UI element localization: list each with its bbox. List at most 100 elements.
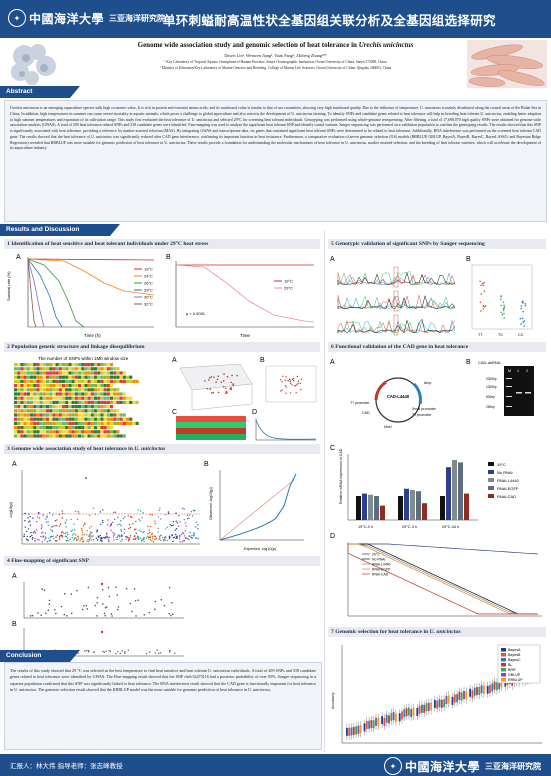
snp-density-cell — [30, 392, 34, 396]
snp-density-cell — [14, 363, 18, 367]
manhattan-point — [46, 515, 48, 517]
snp-density-cell — [71, 426, 75, 430]
snp-density-cell — [119, 392, 123, 396]
snp-density-cell — [87, 405, 91, 409]
manhattan-point — [139, 520, 141, 522]
manhattan-point — [104, 537, 106, 539]
snp-density-cell — [46, 375, 50, 379]
snp-density-cell — [39, 375, 43, 379]
snp-density-cell — [62, 409, 66, 413]
snp-density-cell — [33, 392, 37, 396]
manhattan-point — [88, 533, 91, 536]
boxplot-box — [480, 685, 483, 694]
snp-density-cell — [20, 417, 24, 421]
manhattan-point — [111, 521, 114, 524]
snp-density-cell — [26, 367, 30, 371]
manhattan-point — [137, 509, 139, 511]
snp-density-cell — [30, 367, 34, 371]
manhattan-point — [181, 507, 184, 509]
snp-density-cell — [110, 384, 114, 388]
snp-density-cell — [81, 426, 85, 430]
manhattan-point — [45, 537, 47, 540]
snp-density-cell — [17, 396, 21, 400]
snp-density-cell — [78, 430, 82, 434]
manhattan-point — [29, 520, 31, 522]
manhattan-point — [52, 535, 54, 537]
snp-density-cell — [100, 396, 104, 400]
pca-point — [232, 383, 234, 385]
legend-label: GBLUP — [508, 673, 521, 677]
manhattan-point — [197, 537, 199, 540]
snp-density-cell — [23, 388, 27, 392]
boxplot-box — [392, 712, 395, 721]
snp-density-cell — [42, 430, 46, 434]
affiliation-2: ² Ministry of Education Key Laboratory o… — [159, 66, 392, 70]
snp-density-cell — [90, 405, 94, 409]
genotype-2: CC — [518, 333, 524, 337]
snp-density-cell — [84, 396, 88, 400]
snp-density-cell — [17, 400, 21, 404]
panel-5b-label: B — [466, 256, 471, 263]
manhattan-point — [173, 536, 176, 538]
snp-density-cell — [78, 379, 82, 383]
snp-density-cell — [65, 371, 69, 375]
panel-5-title: 5 Genotypic validation of significant SN… — [328, 239, 546, 249]
boxplot-box — [375, 717, 377, 726]
survival-curve — [347, 544, 538, 615]
regional-association-plot — [29, 582, 174, 617]
manhattan-point — [75, 534, 77, 536]
snp-density-cell — [17, 392, 21, 396]
snp-density-cell — [20, 384, 24, 388]
boxplot-box — [447, 695, 450, 704]
pca-point — [222, 386, 225, 388]
snp-density-cell — [55, 388, 59, 392]
manhattan-point — [30, 532, 32, 534]
manhattan-point — [141, 516, 143, 519]
posterior-point — [92, 651, 95, 653]
snp-density-cell — [30, 421, 34, 425]
chromatogram-trace — [337, 294, 456, 310]
panel-1b-axes — [175, 261, 314, 328]
boxplot-box — [421, 704, 423, 713]
snp-density-cell — [113, 371, 117, 375]
snp-density-cell — [84, 363, 88, 367]
legend-label: BayesA — [508, 648, 521, 652]
p1-legend-1: 24°C — [144, 274, 153, 279]
expression-bar — [416, 491, 421, 520]
fine-mapping-point — [143, 614, 146, 616]
snp-density-cell — [87, 388, 91, 392]
manhattan-point — [81, 529, 83, 532]
snp-density-cell — [71, 417, 75, 421]
manhattan-point — [92, 539, 95, 541]
boxplot-box — [443, 699, 445, 708]
manhattan-point — [66, 531, 68, 533]
fine-mapping-point — [103, 612, 106, 615]
snp-density-cell — [58, 421, 62, 425]
panel-2-figure: The number of SNPs within 1Mb window siz… — [4, 354, 320, 442]
snp-density-cell — [90, 409, 94, 413]
snp-density-cell — [74, 384, 78, 388]
legend-label: BayesC — [508, 658, 521, 662]
fine-mapping-point — [94, 604, 97, 607]
manhattan-point — [147, 525, 149, 528]
snp-density-cell — [42, 426, 46, 430]
manhattan-point — [138, 538, 140, 540]
snp-density-cell — [106, 396, 110, 400]
snp-density-cell — [30, 371, 34, 375]
curve-29c — [27, 258, 63, 328]
snp-density-cell — [23, 413, 27, 417]
snp-density-cell — [68, 367, 72, 371]
snp-density-cell — [110, 405, 114, 409]
genotype-point — [503, 312, 505, 315]
boxplot-box — [352, 726, 355, 735]
snp-density-cell — [26, 430, 30, 434]
snp-density-cell — [49, 434, 53, 438]
snp-density-cell — [46, 430, 50, 434]
snp-density-cell — [23, 409, 27, 413]
snp-density-cell — [42, 388, 46, 392]
pca-point — [300, 388, 302, 391]
manhattan-point — [186, 517, 189, 520]
manhattan-point — [142, 531, 144, 534]
manhattan-point — [117, 524, 119, 526]
manhattan-point — [36, 516, 39, 518]
